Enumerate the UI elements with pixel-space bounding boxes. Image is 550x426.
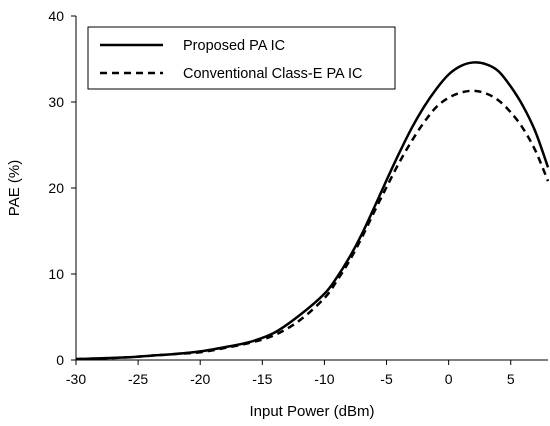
y-tick-label: 40 (48, 8, 64, 24)
x-tick-label: -10 (314, 371, 334, 387)
legend-label-conventional: Conventional Class-E PA IC (183, 66, 362, 82)
x-tick-label: 0 (445, 371, 453, 387)
x-tick-label: -20 (190, 371, 210, 387)
series-layer (75, 61, 550, 361)
y-axis-title: PAE (%) (6, 160, 23, 216)
x-tick-label: -15 (252, 371, 272, 387)
x-tick-label: -5 (380, 371, 393, 387)
legend-box (87, 26, 396, 90)
x-tick-label: -25 (128, 371, 148, 387)
y-tick-label: 30 (48, 94, 64, 110)
ticks: -30 -25 -20 -15 -10 -5 0 5 0 10 20 30 40 (48, 8, 514, 387)
y-tick-label: 20 (48, 180, 64, 196)
legend-label-proposed: Proposed PA IC (183, 38, 285, 54)
legend: Proposed PA IC Conventional Class-E PA I… (87, 26, 396, 90)
y-tick-label: 10 (48, 266, 64, 282)
x-axis-title: Input Power (dBm) (249, 403, 374, 420)
x-tick-label: 5 (507, 371, 515, 387)
series-line-conventional (75, 89, 550, 361)
series-line-proposed (75, 61, 550, 361)
y-tick-label: 0 (56, 352, 64, 368)
x-tick-label: -30 (66, 371, 86, 387)
